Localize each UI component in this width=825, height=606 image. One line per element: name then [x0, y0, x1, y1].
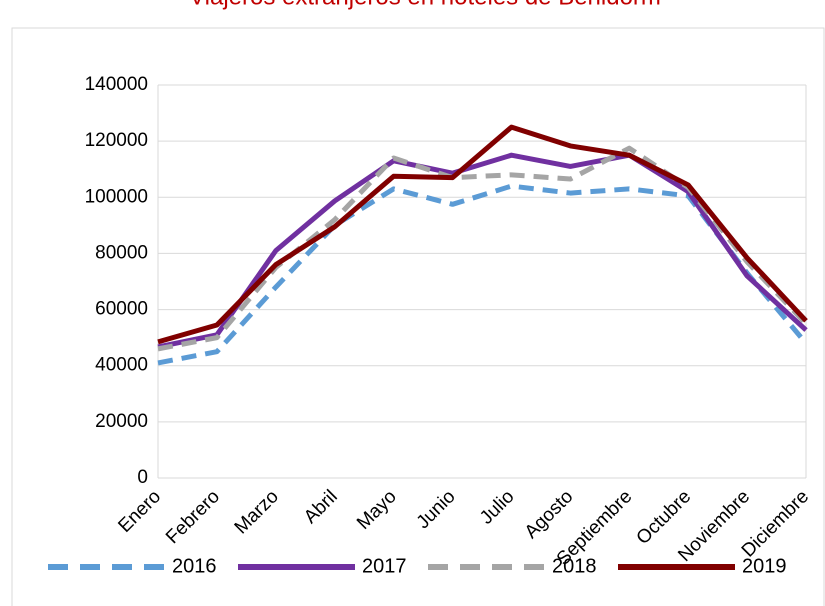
legend-label: 2019 — [742, 555, 787, 577]
legend-label: 2016 — [172, 555, 217, 577]
x-tick-label: Febrero — [162, 486, 224, 548]
series-line — [157, 183, 808, 366]
legend-label: 2018 — [552, 555, 597, 577]
x-tick-label: Junio — [413, 486, 460, 533]
chart-border — [11, 27, 825, 606]
y-tick-label: 0 — [137, 467, 148, 488]
x-tick-label: Mayo — [353, 486, 401, 534]
x-tick-label: Enero — [114, 486, 165, 537]
series-line — [157, 152, 808, 350]
y-tick-label: 100000 — [85, 186, 148, 207]
y-tick-label: 80000 — [95, 242, 148, 263]
x-tick-label: Abril — [300, 486, 342, 528]
y-tick-label: 140000 — [85, 74, 148, 95]
chart-title: Viajeros extranjeros en hoteles de Benid… — [189, 0, 661, 10]
series-line — [157, 124, 808, 345]
x-tick-label: Julio — [476, 486, 518, 528]
y-tick-label: 60000 — [95, 299, 148, 320]
x-tick-label: Agosto — [521, 486, 578, 543]
legend-label: 2017 — [362, 555, 407, 577]
y-tick-label: 40000 — [95, 355, 148, 376]
series-line — [157, 145, 808, 352]
x-tick-label: Marzo — [231, 486, 283, 538]
y-tick-label: 120000 — [85, 130, 148, 151]
y-tick-label: 20000 — [95, 411, 148, 432]
